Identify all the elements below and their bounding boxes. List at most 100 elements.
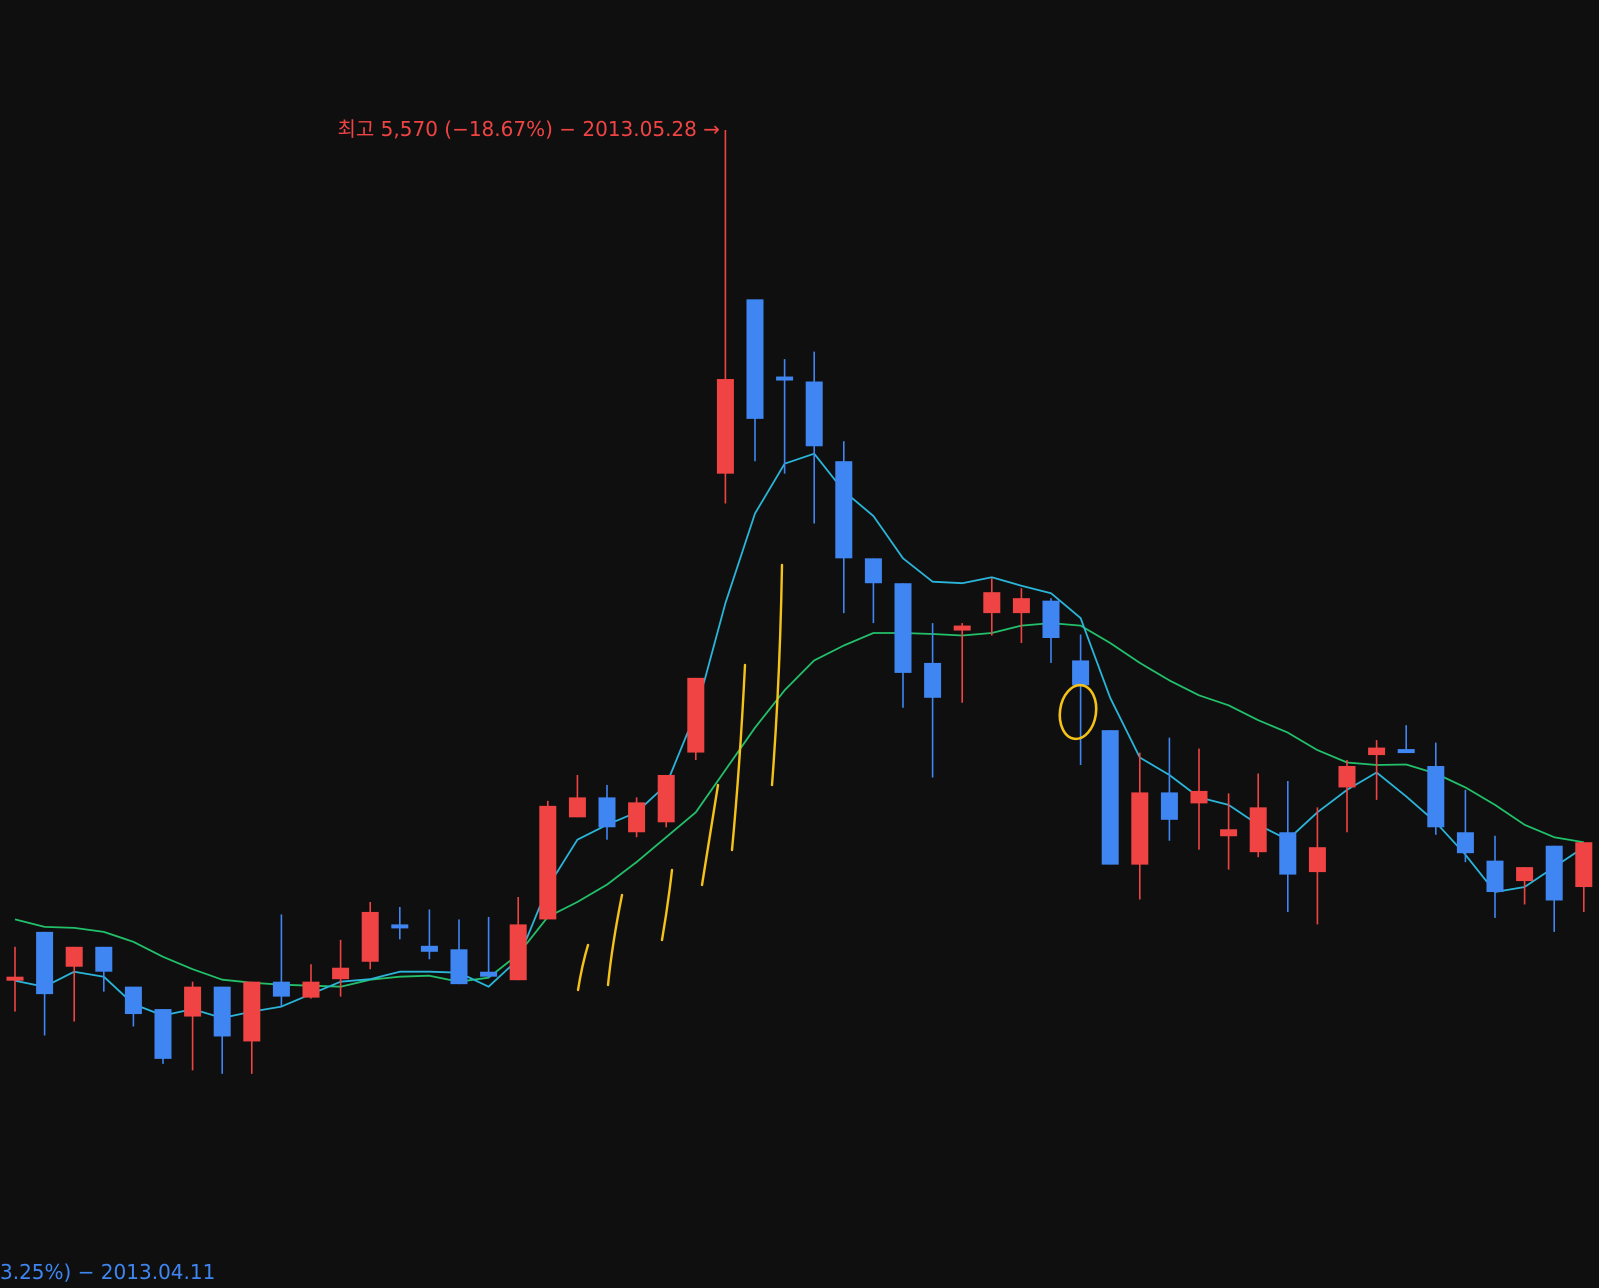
candle-body	[953, 625, 971, 631]
candle-body	[628, 802, 646, 833]
candle-body	[6, 976, 24, 981]
candle-body	[154, 1009, 172, 1059]
candle-body	[509, 924, 527, 981]
candle	[1456, 789, 1474, 863]
candle-body	[1456, 832, 1474, 854]
candle-body	[124, 986, 142, 1015]
candle	[894, 583, 912, 708]
candle-body	[568, 797, 586, 818]
candle-body	[184, 986, 202, 1017]
candle-body	[1545, 845, 1563, 901]
candle	[776, 359, 794, 474]
candle	[65, 946, 83, 1022]
candle	[1368, 740, 1386, 800]
candle	[332, 939, 350, 997]
candle-body	[805, 381, 823, 447]
candle-body	[95, 946, 113, 972]
candle-body	[598, 797, 616, 828]
candle-body	[36, 931, 54, 995]
candle	[1516, 867, 1534, 905]
candle	[1220, 793, 1238, 870]
candle-body	[1486, 860, 1504, 893]
candle	[864, 558, 882, 624]
candle-body	[332, 967, 350, 980]
candle-body	[1190, 790, 1208, 804]
candle	[272, 914, 290, 1007]
candle	[1338, 760, 1356, 833]
candle	[124, 986, 142, 1027]
candle	[1575, 842, 1593, 912]
candle-body	[539, 805, 557, 920]
candle	[805, 351, 823, 524]
candle	[716, 130, 734, 504]
candle-body	[687, 677, 705, 753]
candle-body	[657, 774, 675, 823]
candle	[1397, 725, 1415, 754]
candle-body	[776, 376, 794, 381]
candle-body	[302, 981, 320, 998]
marker-stroke	[770, 563, 784, 787]
candle	[480, 916, 498, 978]
marker-stroke	[700, 783, 720, 887]
candle-body	[1575, 842, 1593, 888]
candle	[1131, 752, 1149, 900]
candle-body	[1072, 660, 1090, 686]
candle-body	[1101, 730, 1119, 865]
ma-short-line	[14, 452, 1585, 1019]
hand-drawn-marks-layer	[576, 563, 1098, 992]
candle-body	[1516, 867, 1534, 882]
candle	[598, 784, 616, 840]
candle	[450, 919, 468, 985]
candle	[6, 946, 24, 1012]
candle	[568, 774, 586, 818]
candle	[213, 986, 231, 1074]
candle	[1042, 598, 1060, 663]
marker-stroke	[730, 663, 747, 852]
candle	[983, 578, 1001, 636]
marker-stroke	[660, 868, 674, 942]
candle-body	[894, 583, 912, 673]
candle-body	[1042, 600, 1060, 639]
candle	[835, 441, 853, 614]
candle	[953, 623, 971, 703]
candle	[1072, 634, 1090, 766]
candle	[539, 800, 557, 920]
candle-body	[213, 986, 231, 1037]
marker-stroke	[576, 943, 590, 992]
candle-body	[480, 971, 498, 977]
candle	[687, 677, 705, 761]
candle-body	[1160, 792, 1178, 820]
candle	[509, 897, 527, 981]
candle-body	[65, 946, 83, 967]
candle-body	[716, 379, 734, 474]
candle	[1279, 780, 1297, 912]
candle	[1486, 835, 1504, 918]
candle-body	[450, 949, 468, 985]
candle-body	[1308, 847, 1326, 873]
candle	[154, 1009, 172, 1064]
candle	[1308, 807, 1326, 925]
candle	[1190, 748, 1208, 850]
candle-body	[746, 299, 764, 419]
candle	[420, 909, 438, 960]
low-price-label: 3.25%) − 2013.04.11	[0, 1260, 215, 1284]
candle-body	[243, 981, 261, 1042]
candle-body	[1012, 598, 1030, 614]
high-price-label: 최고 5,570 (−18.67%) − 2013.05.28 →	[338, 117, 721, 141]
candle	[184, 981, 202, 1071]
candle	[1012, 588, 1030, 643]
candle	[36, 931, 54, 1036]
candle	[302, 964, 320, 999]
candle	[1160, 737, 1178, 841]
candle	[746, 299, 764, 462]
candle-body	[1368, 747, 1386, 756]
candle-body	[1279, 832, 1297, 875]
candle-body	[1338, 766, 1356, 788]
candle-body	[1249, 807, 1267, 853]
candle-body	[1397, 749, 1415, 754]
candle	[391, 906, 409, 940]
candle	[628, 797, 646, 838]
